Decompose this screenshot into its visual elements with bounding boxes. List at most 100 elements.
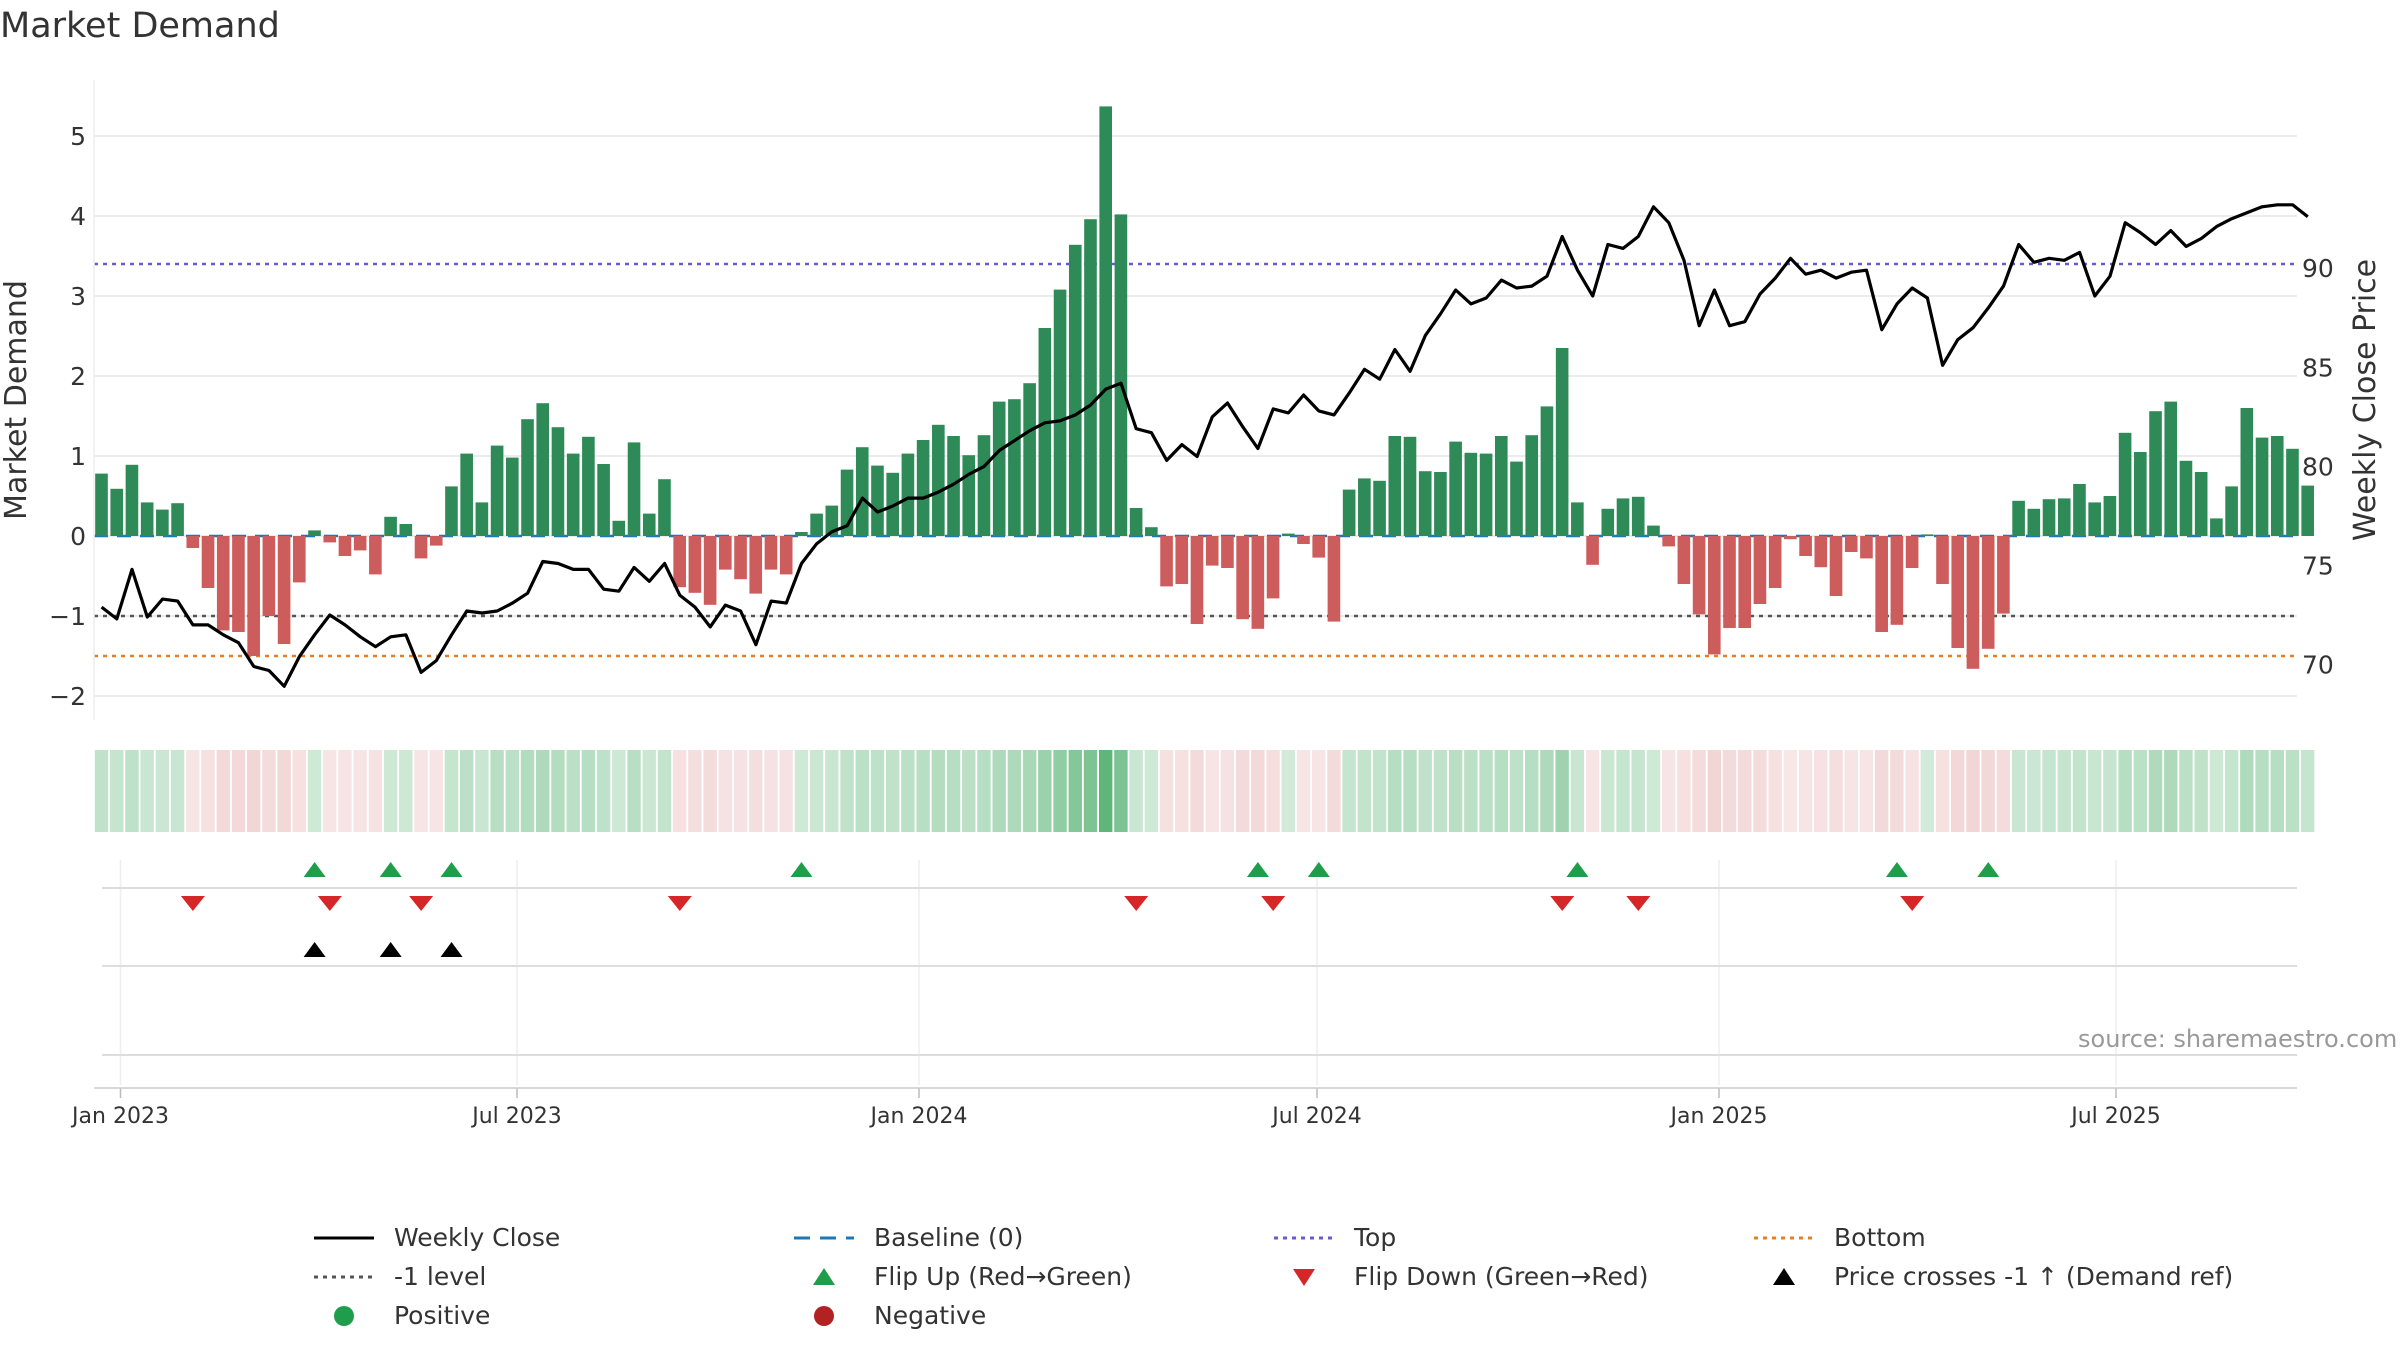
heat-cell <box>231 750 246 832</box>
demand-bar-positive <box>1464 452 1478 536</box>
heat-cell <box>1022 750 1037 832</box>
flip-down-marker <box>317 896 342 911</box>
demand-bar-positive <box>536 403 550 536</box>
demand-bar-negative <box>1860 536 1873 559</box>
heat-cell <box>1753 750 1767 832</box>
heat-cell <box>536 750 550 832</box>
y-tick-label-left: 0 <box>70 522 86 551</box>
heat-cell <box>1829 750 1843 832</box>
heat-cell <box>1874 750 1889 832</box>
heat-cell <box>505 750 520 832</box>
y-tick-label-left: 5 <box>70 122 86 151</box>
demand-bar-negative <box>1160 536 1173 587</box>
demand-bar-positive <box>1373 480 1386 536</box>
demand-bar-positive <box>1616 498 1630 536</box>
heat-cell <box>733 750 748 832</box>
demand-bar-negative <box>186 536 200 548</box>
demand-bar-positive <box>445 486 458 536</box>
demand-bar-negative <box>1997 536 2010 614</box>
demand-bar-positive <box>2194 472 2208 536</box>
demand-bar-positive <box>475 502 489 536</box>
heat-cell <box>368 750 383 832</box>
heat-cell <box>2300 750 2315 832</box>
demand-bar-positive <box>506 457 519 536</box>
demand-bar-positive <box>1449 441 1462 536</box>
heat-cell <box>2148 750 2163 832</box>
heat-cell <box>1525 750 1539 832</box>
heat-cell <box>444 750 459 832</box>
heat-cell <box>1266 750 1280 832</box>
demand-bar-positive <box>1068 244 1082 537</box>
demand-bar-negative <box>1297 536 1310 544</box>
y-tick-label-right: 85 <box>2302 353 2334 382</box>
heat-cell <box>1859 750 1874 832</box>
heat-cell <box>490 750 504 832</box>
demand-bar-positive <box>1494 436 1508 536</box>
heat-cell <box>840 750 854 832</box>
flip-up-marker <box>1246 862 1269 877</box>
heat-cell <box>110 750 124 832</box>
heat-cell <box>414 750 428 832</box>
demand-bar-negative <box>1266 536 1280 599</box>
demand-bar-positive <box>2255 437 2269 536</box>
heat-cell <box>809 750 824 832</box>
heat-cell <box>1738 750 1752 832</box>
demand-bar-positive <box>1601 508 1615 536</box>
heat-cell <box>1768 750 1782 832</box>
demand-bar-positive <box>1099 106 1113 537</box>
heat-cell <box>1296 750 1311 832</box>
heat-cell <box>2118 750 2132 832</box>
flip-up-marker <box>790 862 813 877</box>
heat-cell <box>1144 750 1159 832</box>
heat-cell <box>338 750 352 832</box>
demand-bar-negative <box>1251 536 1265 629</box>
demand-bar-negative <box>734 536 747 580</box>
heat-cell <box>1707 750 1722 832</box>
price-line-layer <box>100 203 2309 688</box>
demand-bar-negative <box>1799 536 1812 556</box>
heat-cell <box>1966 750 1980 832</box>
demand-bar-positive <box>2164 401 2178 536</box>
demand-bar-negative <box>1221 536 1234 568</box>
y-tick-label-left: −2 <box>49 682 86 711</box>
demand-bar-positive <box>977 435 991 536</box>
demand-bars <box>95 106 2314 669</box>
demand-bar-negative <box>1966 536 1980 669</box>
demand-bar-positive <box>1281 533 1295 536</box>
demand-bar-negative <box>1875 536 1888 632</box>
demand-bar-negative <box>1768 536 1782 588</box>
demand-bar-negative <box>1312 536 1326 558</box>
heat-cell <box>1616 750 1630 832</box>
heat-cell <box>155 750 170 832</box>
demand-bar-positive <box>2301 485 2314 536</box>
heat-cell <box>2209 750 2224 832</box>
demand-bar-negative <box>1844 536 1858 552</box>
y-tick-label-left: 2 <box>70 362 86 391</box>
demand-bar-negative <box>1829 536 1843 596</box>
demand-bar-negative <box>1707 536 1721 655</box>
flip-down-marker <box>409 896 434 911</box>
demand-bar-negative <box>292 536 306 583</box>
y-tick-label-right: 80 <box>2302 452 2334 481</box>
heat-cell <box>1312 750 1326 832</box>
heat-cell <box>1418 750 1432 832</box>
heat-cell <box>581 750 596 832</box>
demand-bar-positive <box>1418 471 1432 536</box>
demand-bar-negative <box>1738 536 1752 628</box>
demand-bar-positive <box>1084 219 1097 536</box>
demand-bar-positive <box>2210 518 2223 536</box>
heat-cell <box>1175 750 1189 832</box>
demand-bar-positive <box>962 455 976 536</box>
demand-bar-positive <box>871 465 884 536</box>
y-tick-label-left: −1 <box>49 602 86 631</box>
heat-cell <box>2072 750 2087 832</box>
heat-cell <box>885 750 900 832</box>
heat-cell <box>2103 750 2117 832</box>
demand-bar-positive <box>2073 484 2086 536</box>
heat-cell <box>992 750 1006 832</box>
axes: −2 −1 0 1 2 3 4 5 70 75 80 85 90 Jan 2023 Jul 2023 Jan … <box>49 80 2334 1129</box>
demand-bar-negative <box>1327 536 1341 622</box>
flip-up-marker <box>379 862 402 877</box>
demand-bar-negative <box>1905 536 1919 568</box>
demand-bar-positive <box>612 520 626 536</box>
